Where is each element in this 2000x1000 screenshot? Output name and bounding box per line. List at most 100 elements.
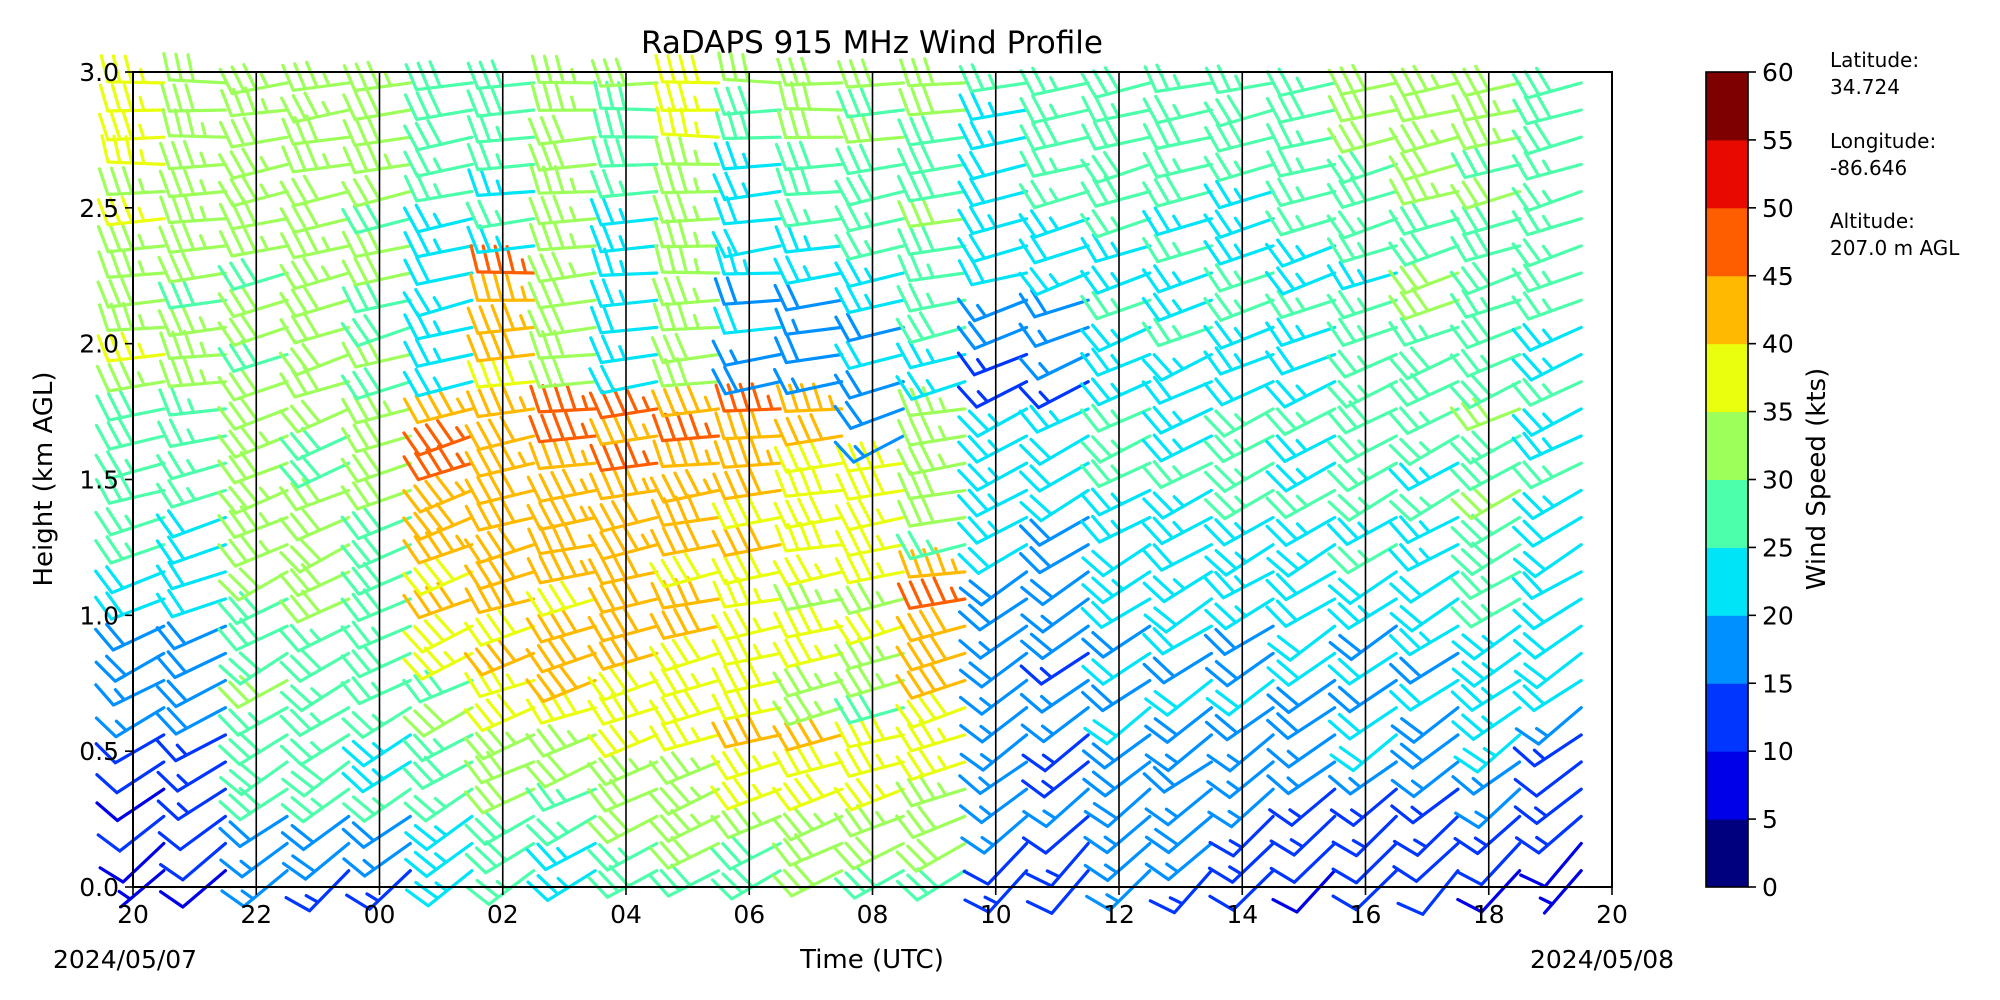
wind-barb <box>279 477 351 512</box>
wind-barb <box>525 636 597 674</box>
wind-barb <box>341 420 412 454</box>
wind-barb <box>98 83 166 113</box>
wind-barb <box>525 782 597 812</box>
wind-barb <box>1514 814 1583 855</box>
wind-barb <box>958 63 1029 93</box>
wind-barb <box>94 450 166 480</box>
wind-barb <box>1327 120 1398 154</box>
wind-barb <box>963 869 1029 914</box>
wind-barb <box>957 233 1029 264</box>
wind-barb <box>1144 733 1213 773</box>
wind-barb <box>1204 64 1275 95</box>
wind-barb <box>957 256 1029 287</box>
wind-barb <box>1265 570 1337 602</box>
wind-barb <box>1144 841 1213 882</box>
wind-barb <box>1141 317 1213 348</box>
wind-barb <box>1389 678 1460 712</box>
wind-barb <box>836 58 905 89</box>
colorbar-tick-label: 20 <box>1762 601 1794 630</box>
wind-barb <box>1018 234 1090 265</box>
wind-barb <box>772 635 844 669</box>
wind-barb <box>1265 346 1337 376</box>
wind-barb <box>402 613 474 654</box>
wind-barb <box>463 726 536 761</box>
wind-barb <box>1206 733 1275 773</box>
wind-barb <box>1326 434 1398 464</box>
wind-barb <box>1264 266 1337 296</box>
wind-barb <box>1390 787 1460 825</box>
wind-barb <box>156 450 227 481</box>
wind-barb <box>159 329 227 360</box>
wind-barb <box>404 841 474 878</box>
wind-barb <box>587 778 659 813</box>
wind-barb <box>587 606 659 643</box>
wind-barb <box>1389 64 1460 98</box>
wind-barb <box>777 80 844 112</box>
wind-barb <box>95 760 166 795</box>
wind-barb <box>1143 63 1213 94</box>
wind-barb <box>710 836 782 871</box>
wind-barb <box>463 609 536 647</box>
wind-barb <box>587 724 659 759</box>
wind-barb <box>774 334 844 365</box>
wind-barb <box>771 773 844 812</box>
wind-barb <box>895 805 967 840</box>
wind-barb <box>1019 461 1090 493</box>
wind-barb <box>834 231 905 261</box>
wind-barb <box>1204 597 1275 631</box>
wind-barb <box>404 814 474 852</box>
wind-barb <box>95 389 166 422</box>
wind-barb <box>1266 706 1337 740</box>
wind-barb <box>279 311 351 345</box>
wind-barb <box>1512 733 1583 768</box>
wind-barb <box>218 814 289 849</box>
wind-barb <box>774 465 844 498</box>
wind-barb <box>1205 651 1275 688</box>
wind-barb <box>711 365 782 396</box>
wind-barb <box>1020 706 1090 744</box>
x-tick-label: 14 <box>1226 900 1258 929</box>
wind-barb <box>1451 118 1522 151</box>
wind-barb <box>1080 487 1152 517</box>
wind-barb <box>710 866 782 901</box>
wind-barb <box>1141 433 1213 463</box>
wind-barb <box>464 469 536 506</box>
wind-barb <box>403 89 474 121</box>
wind-barb <box>589 223 659 254</box>
wind-barb <box>711 339 782 367</box>
wind-barb <box>96 277 166 309</box>
wind-barb <box>957 407 1029 438</box>
wind-barb <box>1085 869 1152 912</box>
wind-barb <box>960 814 1029 855</box>
wind-barb <box>525 841 597 872</box>
wind-barb <box>156 678 227 709</box>
wind-barb <box>218 63 289 96</box>
wind-barb <box>1266 543 1337 578</box>
wind-barb <box>895 606 967 643</box>
wind-barb <box>1450 64 1522 98</box>
y-tick-label: 0.5 <box>79 737 119 766</box>
wind-barb <box>654 54 720 85</box>
wind-barb <box>1513 543 1583 579</box>
x-tick-label: 12 <box>1103 900 1135 929</box>
wind-barb <box>1388 434 1460 466</box>
wind-barb <box>1512 515 1583 548</box>
wind-barb <box>160 83 227 113</box>
y-tick-label: 3.0 <box>79 58 119 87</box>
wind-barb <box>1456 841 1522 887</box>
wind-barb <box>1019 651 1090 686</box>
wind-barb <box>834 865 905 900</box>
wind-barb <box>281 841 351 881</box>
wind-barb <box>897 415 967 447</box>
wind-barb <box>1388 461 1460 492</box>
wind-barb <box>957 488 1029 518</box>
wind-barb <box>158 387 227 417</box>
wind-barb <box>651 410 720 443</box>
wind-barb <box>1018 322 1090 348</box>
wind-barb <box>1327 90 1398 123</box>
wind-barb <box>896 143 967 176</box>
wind-barb <box>466 59 536 90</box>
wind-barb <box>469 244 536 275</box>
wind-barb <box>1326 233 1398 264</box>
wind-barb <box>833 612 905 646</box>
